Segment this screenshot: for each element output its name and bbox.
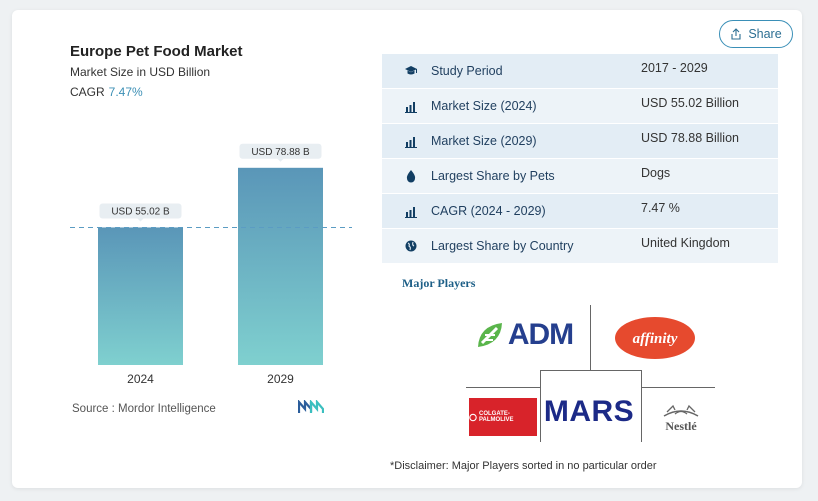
row-value: 7.47 % (641, 201, 680, 215)
adm-logo: ADM (468, 315, 580, 355)
table-row-largest-share-country: Largest Share by Country United Kingdom (382, 229, 778, 264)
svg-text:affinity: affinity (633, 331, 678, 347)
bird-nest-icon (663, 404, 699, 417)
svg-text:USD 78.88 B: USD 78.88 B (251, 147, 310, 158)
drop-icon (400, 169, 422, 183)
grid-divider (466, 387, 540, 388)
row-label: Market Size (2029) (431, 134, 537, 148)
row-label: Largest Share by Pets (431, 169, 555, 183)
grid-divider (540, 370, 541, 442)
mars-logo: MARS (543, 395, 635, 428)
row-label: Largest Share by Country (431, 239, 574, 253)
globe-icon (400, 239, 422, 253)
row-label: CAGR (2024 - 2029) (431, 204, 546, 218)
grid-divider (540, 370, 641, 371)
major-players-heading: Major Players (402, 276, 476, 290)
bar-chart-icon (400, 134, 422, 148)
row-value: USD 55.02 Billion (641, 96, 739, 110)
bar-2029 (238, 167, 323, 365)
data-label-2024: USD 55.02 B (99, 203, 182, 222)
table-row-largest-share-pets: Largest Share by Pets Dogs (382, 159, 778, 194)
cagr-value: 7.47% (108, 85, 143, 99)
grid-divider (590, 305, 591, 370)
row-label: Market Size (2024) (431, 99, 537, 113)
colgate-palmolive-logo: COLGATE-PALMOLIVE (469, 398, 537, 436)
adm-wordmark: ADM (507, 318, 574, 351)
share-button[interactable]: Share (719, 20, 793, 48)
cagr-summary: CAGR 7.47% (70, 85, 143, 99)
share-icon (731, 28, 741, 40)
market-summary-table: Study Period 2017 - 2029 Market Size (20… (382, 54, 778, 264)
x-tick-label: 2029 (267, 372, 294, 386)
nestle-wordmark: Nestlé (665, 419, 697, 433)
cagr-label: CAGR (70, 85, 105, 99)
disclaimer: *Disclaimer: Major Players sorted in no … (390, 460, 657, 472)
share-label: Share (748, 27, 782, 41)
data-label-2029: USD 78.88 B (239, 143, 322, 162)
source-note: Source : Mordor Intelligence (72, 403, 216, 415)
mordor-intelligence-logo (298, 400, 324, 413)
affinity-logo: affinity (614, 316, 696, 360)
x-tick-label: 2024 (127, 372, 154, 386)
table-row-study-period: Study Period 2017 - 2029 (382, 54, 778, 89)
bar-2024 (98, 227, 183, 365)
graduation-cap-icon (400, 64, 422, 78)
row-value: USD 78.88 Billion (641, 131, 739, 145)
table-row-cagr: CAGR (2024 - 2029) 7.47 % (382, 194, 778, 229)
row-value: United Kingdom (641, 236, 730, 250)
grid-divider (641, 387, 715, 388)
market-size-chart: USD 55.02 B 2024 USD 78.88 B 2029 (70, 143, 352, 386)
row-value: 2017 - 2029 (641, 61, 708, 75)
row-label: Study Period (431, 64, 503, 78)
table-row-market-size-2029: Market Size (2029) USD 78.88 Billion (382, 124, 778, 159)
svg-text:USD 55.02 B: USD 55.02 B (111, 206, 170, 217)
grid-divider (641, 370, 642, 442)
bar-chart-icon (400, 99, 422, 113)
nestle-logo: Nestlé (652, 398, 710, 434)
page-title: Europe Pet Food Market (70, 43, 243, 60)
adm-leaf-icon (477, 323, 502, 347)
table-row-market-size-2024: Market Size (2024) USD 55.02 Billion (382, 89, 778, 124)
bar-chart-icon (400, 204, 422, 218)
colgate-palmolive-wordmark: COLGATE-PALMOLIVE (478, 411, 514, 423)
row-value: Dogs (641, 166, 671, 180)
chart-subtitle: Market Size in USD Billion (70, 65, 211, 79)
